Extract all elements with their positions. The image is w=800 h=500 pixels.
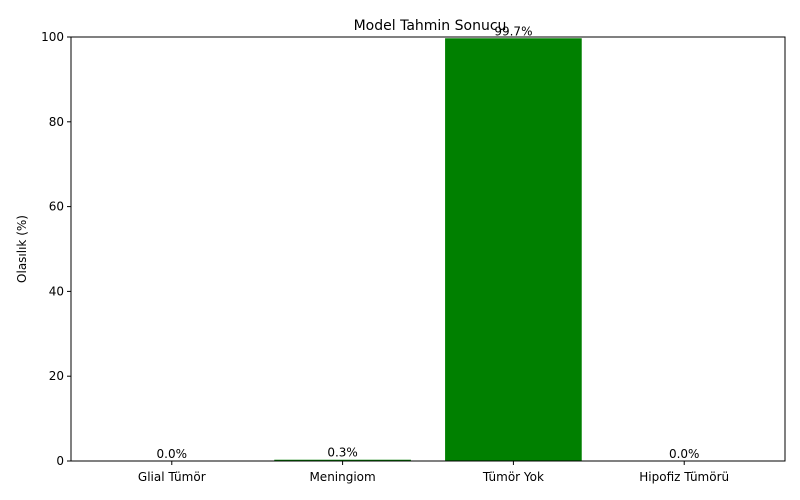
- x-tick-label-4: Hipofiz Tümörü: [639, 470, 729, 484]
- y-tick-label-100: 100: [41, 30, 64, 44]
- x-tick-label-3: Tümör Yok: [482, 470, 544, 484]
- data-label-1: 0.0%: [157, 447, 188, 461]
- axes-frame: [70, 36, 786, 462]
- x-tick-label-1: Glial Tümör: [138, 470, 206, 484]
- y-tick-label-40: 40: [49, 284, 64, 298]
- y-tick-label-0: 0: [56, 454, 64, 468]
- x-tick-label-2: Meningiom: [309, 470, 375, 484]
- data-label-4: 0.0%: [669, 447, 700, 461]
- data-label-2: 0.3%: [327, 446, 358, 460]
- bar-2: [274, 459, 411, 461]
- y-tick-label-60: 60: [49, 200, 64, 214]
- plot-area: 0 20 40 60 80 100 Glial Tümör Meningiom Tümör Yo…: [41, 24, 786, 484]
- chart-title: Model Tahmin Sonucu: [354, 18, 507, 34]
- y-tick-label-80: 80: [49, 115, 64, 129]
- bar-3: [445, 38, 582, 461]
- data-label-3: 99.7%: [494, 24, 532, 38]
- y-axis-label: Olasılık (%): [15, 215, 29, 283]
- y-tick-label-20: 20: [49, 369, 64, 383]
